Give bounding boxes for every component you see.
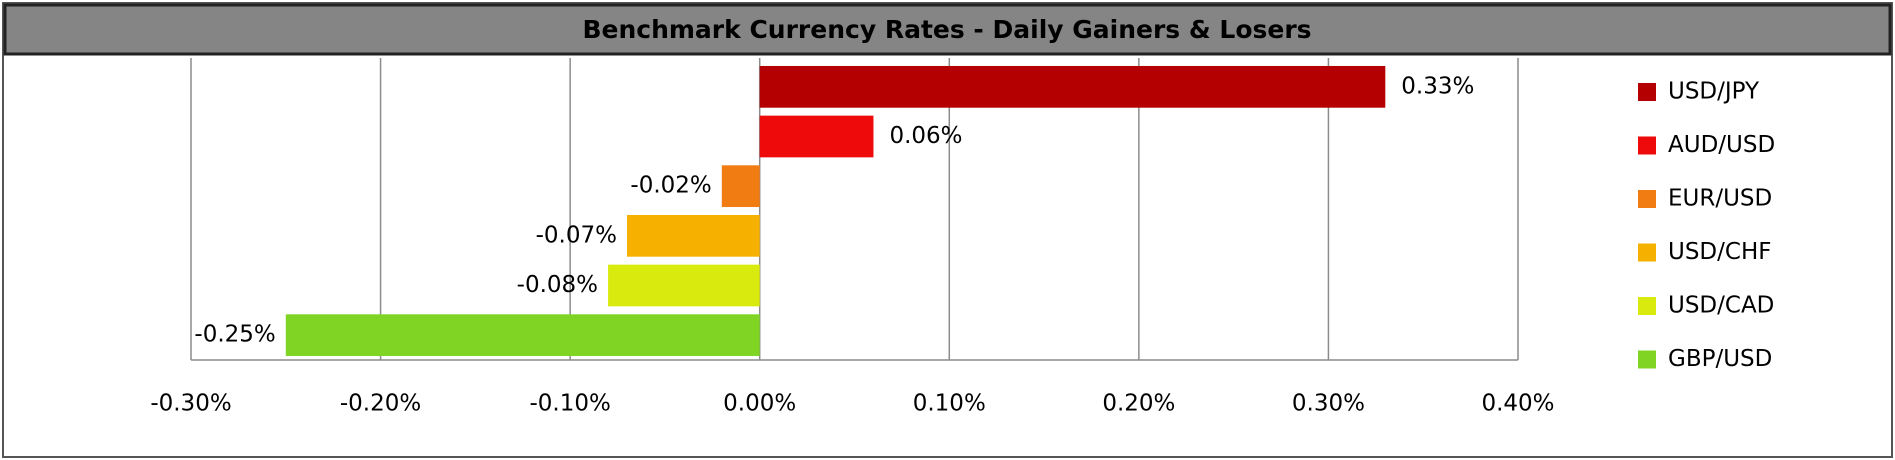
legend-label: USD/CHF	[1668, 239, 1771, 265]
x-tick-label: 0.00%	[723, 391, 796, 417]
x-tick-label: 0.30%	[1292, 391, 1365, 417]
bar	[759, 65, 1386, 108]
legend-swatch	[1638, 297, 1656, 315]
x-tick-label: -0.20%	[340, 391, 421, 417]
legend-label: GBP/USD	[1668, 346, 1772, 372]
legend-swatch	[1638, 350, 1656, 369]
data-label: -0.08%	[517, 272, 598, 298]
x-tick-label: 0.10%	[913, 391, 986, 417]
x-tick-label: 0.40%	[1481, 391, 1554, 417]
title-bar	[3, 3, 1892, 56]
bar	[721, 165, 760, 208]
x-tick-label: 0.20%	[1102, 391, 1175, 417]
data-label: -0.25%	[194, 322, 275, 348]
data-label: 0.06%	[889, 123, 962, 149]
x-tick-label: -0.30%	[150, 391, 231, 417]
data-label: 0.33%	[1401, 73, 1474, 99]
bar	[608, 264, 760, 307]
data-label: -0.02%	[630, 173, 711, 199]
legend-label: EUR/USD	[1668, 186, 1772, 212]
legend-swatch	[1638, 136, 1656, 155]
legend-label: USD/CAD	[1668, 293, 1774, 319]
data-label: -0.07%	[536, 222, 617, 248]
legend-swatch	[1638, 83, 1656, 101]
bar	[285, 314, 760, 357]
bar	[627, 214, 760, 257]
bar	[759, 115, 874, 158]
legend-label: USD/JPY	[1668, 79, 1760, 105]
legend-swatch	[1638, 190, 1656, 208]
chart-title: Benchmark Currency Rates - Daily Gainers…	[582, 15, 1311, 44]
legend-swatch	[1638, 243, 1656, 262]
legend-label: AUD/USD	[1668, 132, 1775, 158]
x-tick-label: -0.10%	[529, 391, 610, 417]
